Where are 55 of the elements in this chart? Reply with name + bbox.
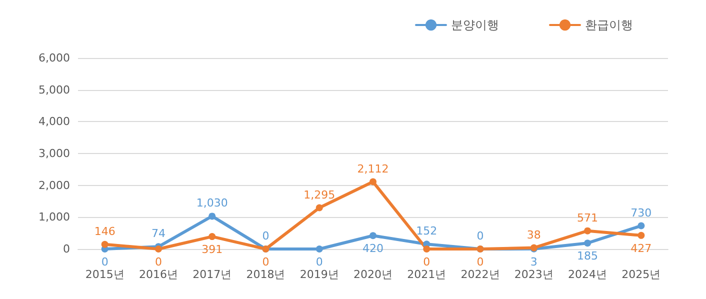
point	[584, 227, 592, 234]
data-label: 38	[526, 228, 541, 242]
point	[154, 246, 162, 252]
x-tick-label: 2020년	[354, 268, 392, 281]
point	[638, 232, 645, 239]
point	[423, 246, 430, 252]
point	[638, 222, 645, 230]
y-tick-label: 0	[63, 242, 70, 256]
data-label: 420	[362, 242, 384, 256]
data-label: 152	[416, 224, 438, 238]
legend-label: 환급이행	[585, 18, 633, 32]
data-label: 0	[476, 256, 484, 268]
data-label: 1,295	[304, 188, 336, 202]
y-tick-label: 4,000	[38, 115, 70, 128]
data-label: 0	[101, 256, 108, 268]
point	[584, 240, 592, 247]
data-label: 1,030	[196, 196, 228, 210]
y-tick-label: 6,000	[38, 52, 70, 64]
x-tick-label: 2019년	[300, 268, 339, 281]
data-label: 427	[630, 242, 652, 255]
data-label: 0	[476, 230, 484, 242]
point	[370, 178, 376, 186]
legend-label: 분양이행	[451, 18, 499, 32]
data-label: 391	[202, 243, 223, 256]
data-label: 0	[154, 256, 162, 268]
x-tick-label: 2017년	[192, 268, 232, 281]
x-tick-label: 2025년	[622, 268, 661, 281]
x-tick-label: 2015년	[85, 268, 124, 281]
point	[316, 246, 323, 252]
data-label: 74	[151, 227, 166, 240]
point	[101, 240, 108, 248]
data-label: 0	[262, 256, 270, 268]
data-label: 185	[577, 250, 598, 263]
y-tick-label: 3,000	[38, 147, 70, 160]
y-tick-label: 1,000	[38, 210, 70, 224]
point	[370, 232, 376, 240]
data-label: 2,112	[357, 162, 389, 176]
point	[316, 204, 323, 212]
point	[208, 212, 216, 220]
data-label: 730	[630, 206, 652, 220]
data-label: 3	[530, 255, 538, 268]
x-tick-label: 2018년	[246, 268, 286, 281]
y-tick-label: 2,000	[38, 178, 70, 192]
data-label: 0	[316, 256, 323, 268]
data-label: 0	[262, 230, 270, 242]
data-label: 571	[577, 211, 598, 224]
x-tick-label: 2022년	[460, 268, 500, 281]
x-tick-label: 2021년	[407, 268, 446, 281]
data-label: 146	[94, 224, 116, 238]
y-tick-label: 5,000	[38, 83, 70, 96]
point	[208, 233, 216, 240]
data-label: 0	[423, 256, 430, 268]
x-tick-label: 2024년	[568, 268, 608, 281]
x-tick-label: 2016년	[138, 268, 178, 281]
x-tick-label: 2023년	[514, 268, 554, 281]
